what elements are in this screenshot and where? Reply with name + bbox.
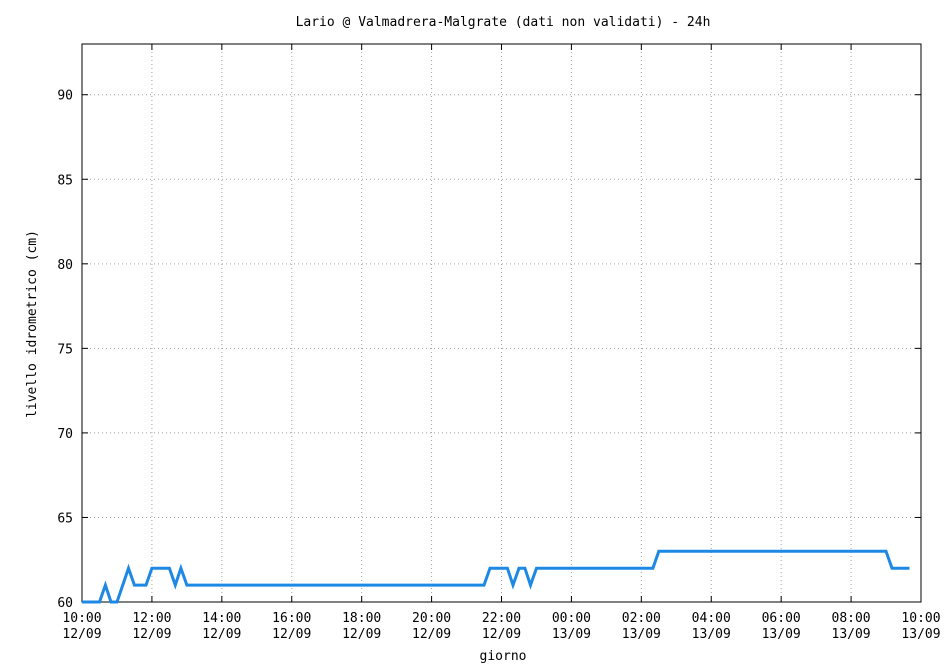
- y-tick-label: 85: [57, 173, 73, 188]
- x-tick-time: 14:00: [202, 611, 241, 626]
- x-tick-date: 13/09: [552, 627, 591, 642]
- x-tick-time: 16:00: [272, 611, 311, 626]
- x-tick-date: 12/09: [132, 627, 171, 642]
- x-tick-time: 02:00: [622, 611, 661, 626]
- x-tick-time: 04:00: [692, 611, 731, 626]
- y-axis-label: livello idrometrico (cm): [25, 230, 40, 418]
- x-tick-date: 13/09: [622, 627, 661, 642]
- x-tick-time: 22:00: [482, 611, 521, 626]
- series-line: [82, 549, 910, 604]
- grid-lines: [82, 44, 921, 602]
- y-axis-ticks: 60 65 70 75 80 85 90: [57, 89, 921, 611]
- y-tick-label: 90: [57, 89, 73, 104]
- y-tick-label: 80: [57, 258, 73, 273]
- x-tick-time: 12:00: [132, 611, 171, 626]
- x-tick-time: 20:00: [412, 611, 451, 626]
- x-tick-date: 12/09: [202, 627, 241, 642]
- x-axis-ticks: 10:0012/0912:0012/0914:0012/0916:0012/09…: [62, 44, 941, 642]
- x-tick-date: 12/09: [412, 627, 451, 642]
- y-tick-label: 65: [57, 511, 73, 526]
- y-tick-label: 60: [57, 596, 73, 611]
- x-tick-date: 13/09: [692, 627, 731, 642]
- x-tick-time: 10:00: [62, 611, 101, 626]
- x-tick-date: 13/09: [901, 627, 940, 642]
- chart-title: Lario @ Valmadrera-Malgrate (dati non va…: [296, 15, 711, 30]
- plot-frame: [81, 43, 922, 603]
- x-tick-time: 06:00: [762, 611, 801, 626]
- x-tick-date: 12/09: [342, 627, 381, 642]
- x-tick-date: 13/09: [762, 627, 801, 642]
- x-tick-time: 08:00: [832, 611, 871, 626]
- x-axis-label: giorno: [480, 649, 527, 664]
- x-tick-date: 12/09: [62, 627, 101, 642]
- x-tick-time: 10:00: [901, 611, 940, 626]
- x-tick-date: 12/09: [482, 627, 521, 642]
- x-tick-time: 00:00: [552, 611, 591, 626]
- x-tick-time: 18:00: [342, 611, 381, 626]
- y-tick-label: 70: [57, 427, 73, 442]
- x-tick-date: 12/09: [272, 627, 311, 642]
- y-tick-label: 75: [57, 342, 73, 357]
- x-tick-date: 13/09: [832, 627, 871, 642]
